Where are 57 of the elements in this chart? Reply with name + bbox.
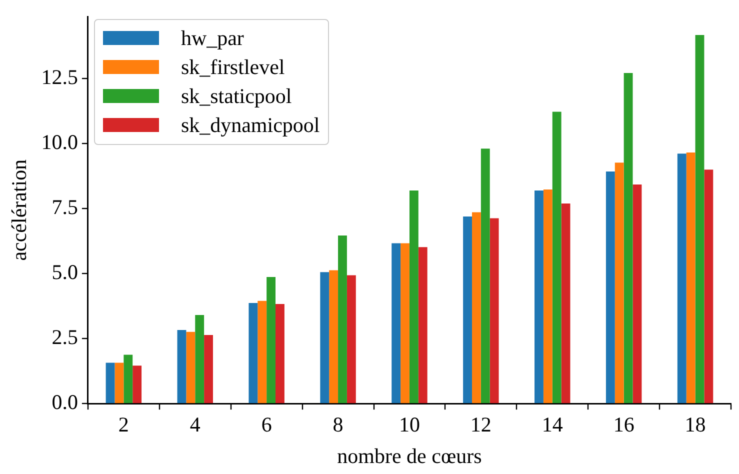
bar bbox=[276, 304, 284, 404]
bar bbox=[695, 35, 704, 404]
bar bbox=[677, 154, 686, 404]
legend-label: hw_par bbox=[180, 26, 244, 51]
bar bbox=[614, 162, 624, 404]
bar bbox=[606, 172, 615, 404]
legend-label: sk_dynamicpool bbox=[180, 112, 320, 138]
y-tick-label: 0.0 bbox=[52, 390, 78, 414]
bar bbox=[624, 73, 633, 404]
bar bbox=[177, 330, 186, 404]
bar bbox=[561, 203, 570, 404]
x-tick-label: 2 bbox=[118, 412, 129, 437]
bar bbox=[258, 300, 267, 404]
bar bbox=[463, 216, 472, 404]
bar bbox=[409, 190, 418, 404]
bar bbox=[204, 334, 213, 404]
bar bbox=[400, 243, 410, 404]
x-tick-label: 6 bbox=[261, 412, 272, 437]
bar bbox=[114, 362, 124, 404]
bar bbox=[106, 362, 115, 404]
x-tick-label: 8 bbox=[332, 412, 344, 437]
y-tick-label: 10.0 bbox=[41, 130, 78, 154]
bar bbox=[248, 303, 258, 404]
bar bbox=[686, 152, 696, 404]
bar bbox=[338, 235, 347, 404]
bar bbox=[195, 314, 204, 404]
bar bbox=[534, 190, 544, 404]
bar bbox=[266, 277, 276, 404]
bar bbox=[418, 247, 428, 404]
x-tick-label: 12 bbox=[470, 412, 492, 437]
bar bbox=[490, 218, 499, 404]
bar bbox=[132, 366, 142, 404]
y-tick-label: 5.0 bbox=[52, 260, 78, 284]
y-axis-title: accélération bbox=[7, 158, 32, 261]
x-tick-label: 16 bbox=[613, 412, 634, 437]
bar bbox=[543, 189, 552, 404]
x-axis-title: nombre de cœurs bbox=[337, 444, 482, 468]
y-tick-label: 12.5 bbox=[41, 65, 78, 90]
y-tick-label: 7.5 bbox=[52, 195, 78, 220]
bar bbox=[320, 272, 330, 404]
y-tick-label: 2.5 bbox=[52, 325, 78, 350]
bar bbox=[704, 170, 714, 404]
x-tick-label: 10 bbox=[398, 412, 420, 437]
legend-label: sk_staticpool bbox=[180, 84, 292, 109]
bar bbox=[124, 354, 133, 404]
x-tick-label: 14 bbox=[542, 412, 564, 437]
bar bbox=[186, 332, 196, 404]
x-tick-label: 4 bbox=[190, 412, 201, 437]
bar bbox=[480, 148, 490, 404]
bar bbox=[329, 270, 338, 404]
bar bbox=[552, 112, 562, 404]
legend-label: sk_firstlevel bbox=[180, 54, 285, 80]
x-tick-label: 18 bbox=[684, 412, 706, 437]
bar bbox=[392, 243, 401, 404]
bar bbox=[632, 184, 642, 404]
bar bbox=[346, 275, 356, 404]
bar bbox=[472, 212, 481, 404]
